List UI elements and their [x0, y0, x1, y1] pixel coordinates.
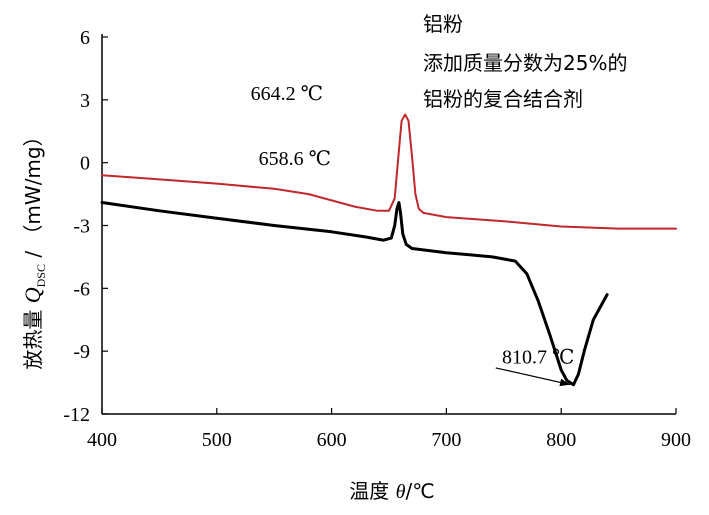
peak-annotation: 664.2 ℃ [251, 83, 323, 105]
x-tick-label: 400 [87, 429, 117, 451]
series-line-2 [100, 201, 609, 387]
y-tick-label: -12 [63, 404, 90, 426]
y-tick-label: 3 [80, 90, 90, 112]
y-axis-label-prefix: 放热量 [21, 303, 45, 369]
legend-line-2: 添加质量分数为25%的 [423, 51, 627, 75]
y-axis-label-subscript: DSC [34, 264, 48, 287]
y-tick-label: 6 [80, 27, 90, 49]
y-tick-label: -6 [73, 278, 90, 300]
series-line-1 [101, 113, 677, 230]
x-axis-label: 温度 θ/℃ [349, 479, 434, 503]
x-tick-label: 800 [546, 429, 576, 451]
x-tick-label: 600 [317, 429, 347, 451]
legend-line-3: 铝粉的复合结合剂 [423, 87, 583, 111]
annotation-arrow [495, 367, 571, 387]
y-tick-label: -3 [73, 216, 90, 238]
x-axis-label-suffix: /℃ [405, 479, 434, 503]
axes [101, 34, 676, 415]
y-tick-label: -9 [73, 341, 90, 363]
x-axis-label-prefix: 温度 [349, 479, 395, 503]
arrow-shaft [495, 367, 571, 386]
y-axis-label-suffix: / （mW/mg） [21, 126, 45, 264]
peak-annotation: 810.7 ℃ [502, 347, 574, 369]
x-ticks: 400 500 600 700 800 900 [87, 408, 691, 451]
y-axis-label-symbol: Q [20, 287, 45, 303]
series-lines [100, 113, 677, 387]
legend-line-1: 铝粉 [423, 12, 463, 36]
y-tick-label: 0 [80, 153, 90, 175]
arrow-head [559, 378, 571, 387]
x-tick-label: 700 [431, 429, 461, 451]
x-tick-label: 900 [661, 429, 691, 451]
legend-text: 铝粉 添加质量分数为25%的 铝粉的复合结合剂 [423, 12, 627, 111]
x-tick-label: 500 [202, 429, 232, 451]
peak-annotation: 658.6 ℃ [259, 148, 331, 170]
y-axis-label: 放热量 QDSC / （mW/mg） [20, 126, 48, 369]
annotations: 664.2 ℃ 658.6 ℃ 810.7 ℃ [251, 83, 575, 369]
x-axis-label-symbol: θ [396, 481, 406, 503]
y-ticks: 6 3 0 -3 -6 -9 -12 [63, 27, 108, 426]
